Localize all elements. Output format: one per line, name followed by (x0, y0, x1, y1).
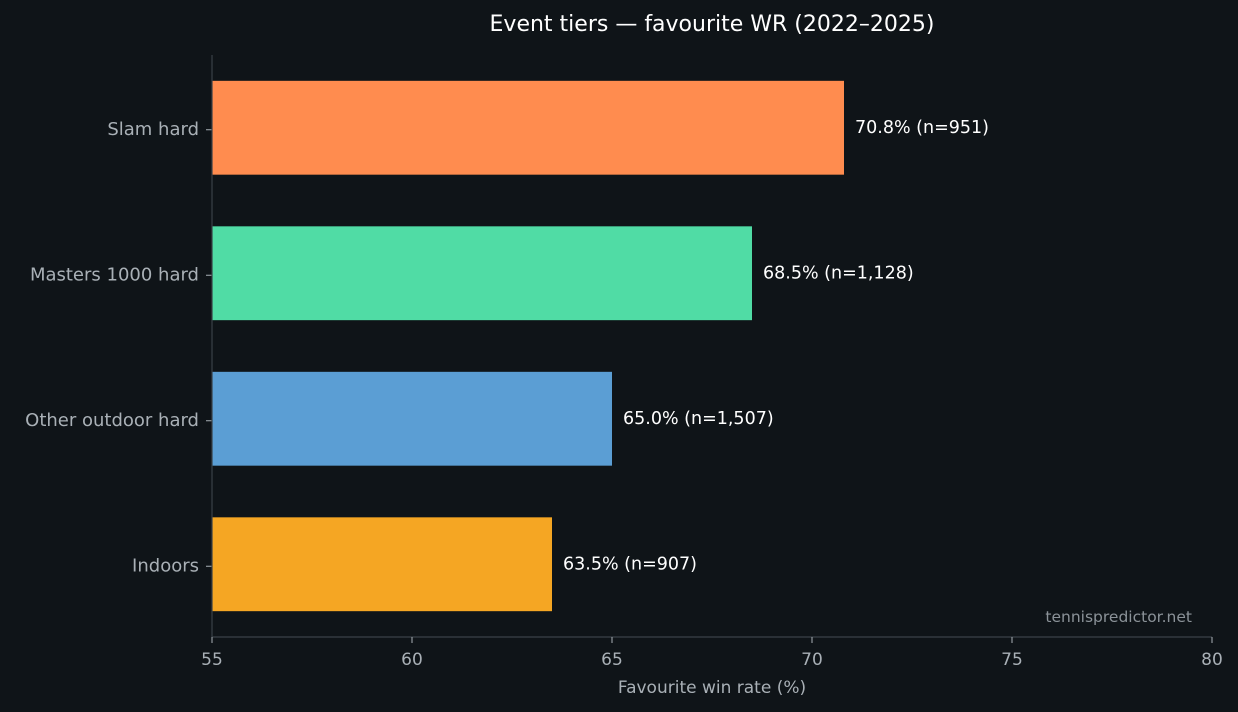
watermark-text: tennispredictor.net (1045, 608, 1192, 626)
x-axis-label: Favourite win rate (%) (618, 678, 806, 698)
x-tick-label: 70 (801, 650, 823, 670)
bar (212, 371, 612, 466)
bar-data-label: 65.0% (n=1,507) (623, 409, 774, 429)
x-tick-label: 55 (201, 650, 223, 670)
x-tick-label: 60 (401, 650, 423, 670)
x-tick-label: 65 (601, 650, 623, 670)
bar (212, 517, 552, 612)
y-tick-label: Indoors (132, 555, 199, 576)
x-tick-label: 80 (1201, 650, 1223, 670)
y-tick-label: Slam hard (107, 119, 199, 140)
x-ticks-layer: 55 60 65 70 75 80 (201, 637, 1223, 670)
bars-layer: Slam hard 70.8% (n=951) Masters 1000 hard 6… (25, 80, 989, 612)
bar-data-label: 68.5% (n=1,128) (763, 263, 914, 283)
chart-title: Event tiers — favourite WR (2022–2025) (490, 12, 935, 37)
y-tick-label: Masters 1000 hard (30, 264, 199, 285)
bar-data-label: 63.5% (n=907) (563, 554, 697, 574)
x-tick-label: 75 (1001, 650, 1023, 670)
bar-data-label: 70.8% (n=951) (855, 118, 989, 138)
y-tick-label: Other outdoor hard (25, 410, 199, 431)
bar (212, 226, 752, 321)
bar (212, 80, 844, 175)
